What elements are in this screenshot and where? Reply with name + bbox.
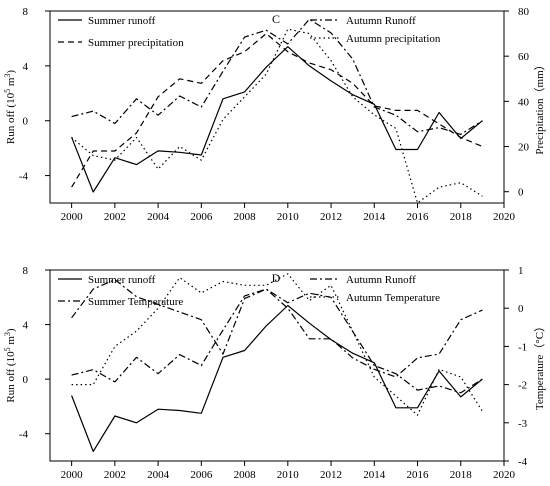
y-right-tick-label: 0 <box>518 187 524 199</box>
y-left-tick-label: 8 <box>23 6 29 18</box>
y-left-tick-label: 4 <box>23 61 29 73</box>
x-tick-label: 2018 <box>450 469 473 481</box>
y-left-tick-label: 0 <box>23 374 29 386</box>
x-tick-label: 2006 <box>190 211 213 223</box>
y-left-tick-label: 4 <box>23 320 29 332</box>
y-right-axis-label: Precipitation（mm） <box>533 59 546 154</box>
legend-label: Autumn Temperature <box>346 292 440 304</box>
plot-frame <box>49 10 505 204</box>
chart-panel-c: 2000 2002 2004 2006 2008 2010 2012 2014 2016 2018… <box>3 6 547 223</box>
x-tick-label: 2008 <box>234 469 257 481</box>
x-tick-label: 2000 <box>61 469 84 481</box>
legend-label: Summer Temperature <box>88 296 183 308</box>
y-left-axis-label: Run off (105 m3) <box>3 328 18 402</box>
y-right-tick-label: 1 <box>518 265 524 277</box>
y-right-tick-label: 0 <box>518 303 524 315</box>
x-tick-label: 2018 <box>450 211 473 223</box>
x-tick-label: 2008 <box>234 211 257 223</box>
y-right-tick-label: 80 <box>518 6 530 18</box>
legend-label: Summer precipitation <box>88 37 184 49</box>
chart-panel-d: 2000 2002 2004 2006 2008 2010 2012 2014 2016 2018… <box>3 265 547 481</box>
legend-label: Summer runoff <box>88 274 156 286</box>
series-line-summer-runoff <box>71 46 483 193</box>
y-left-tick-label: 0 <box>23 116 29 128</box>
y-left-axis-label: Run off (105 m3) <box>3 70 18 144</box>
y-right-tick-label: -3 <box>518 418 528 430</box>
x-tick-label: 2014 <box>363 469 386 481</box>
x-tick-label: 2006 <box>190 469 213 481</box>
x-tick-label: 2016 <box>407 211 430 223</box>
x-tick-label: 2012 <box>320 469 342 481</box>
panel-label: D <box>272 271 281 285</box>
series-line-summer-precipitation <box>71 32 483 188</box>
y-right-tick-label: 60 <box>518 51 530 63</box>
y-left-tick-label: -4 <box>19 171 29 183</box>
x-tick-label: 2004 <box>147 211 170 223</box>
x-tick-label: 2010 <box>277 469 300 481</box>
series-line-summer-runoff <box>71 304 483 452</box>
x-tick-label: 2014 <box>363 211 386 223</box>
y-right-tick-label: -4 <box>518 456 528 468</box>
y-right-tick-label: 20 <box>518 142 530 154</box>
x-tick-label: 2002 <box>104 469 126 481</box>
series-line-autumn-precipitation <box>71 28 483 204</box>
x-tick-label: 2020 <box>493 469 516 481</box>
x-tick-label: 2004 <box>147 469 170 481</box>
x-tick-label: 2012 <box>320 211 342 223</box>
legend-label: Autumn Runoff <box>346 15 416 27</box>
x-tick-label: 2000 <box>61 211 84 223</box>
legend-label: Autumn precipitation <box>346 33 441 45</box>
y-right-axis-label: Temperature（°C） <box>533 321 546 410</box>
x-tick-label: 2020 <box>493 211 516 223</box>
y-left-tick-label: -4 <box>19 429 29 441</box>
series-line-autumn-runoff <box>71 18 483 135</box>
y-right-tick-label: 40 <box>518 96 530 108</box>
legend-label: Autumn Runoff <box>346 274 416 286</box>
series-line-summer-temperature <box>71 279 483 378</box>
x-tick-label: 2010 <box>277 211 300 223</box>
series-line-autumn-temperature <box>71 273 483 416</box>
x-tick-label: 2002 <box>104 211 126 223</box>
y-left-tick-label: 8 <box>23 265 29 277</box>
x-tick-label: 2016 <box>407 469 430 481</box>
legend-label: Summer runoff <box>88 15 156 27</box>
y-right-tick-label: -2 <box>518 380 527 392</box>
panel-label: C <box>272 12 280 26</box>
y-right-tick-label: -1 <box>518 341 527 353</box>
plot-frame <box>49 269 505 462</box>
